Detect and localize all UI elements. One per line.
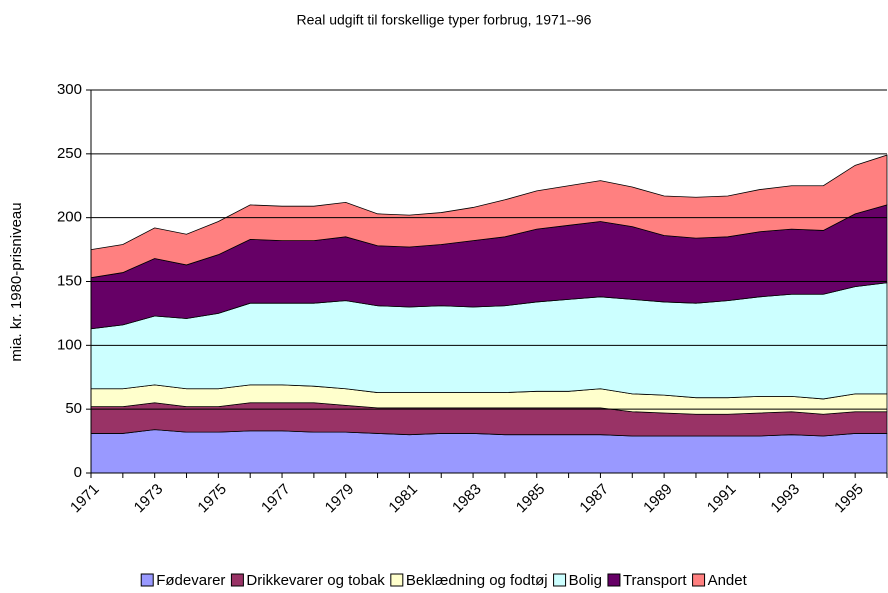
- legend-swatch: [140, 573, 154, 587]
- x-tick-label: 1991: [704, 481, 740, 517]
- x-tick-label: 1973: [131, 481, 167, 517]
- y-tick-label: 250: [57, 145, 82, 162]
- legend-swatch: [230, 573, 244, 587]
- y-tick-label: 50: [65, 400, 82, 417]
- y-axis-label: mia. kr. 1980-prisniveau: [8, 202, 25, 361]
- x-tick-label: 1979: [322, 481, 358, 517]
- x-tick-label: 1981: [385, 481, 421, 517]
- x-tick-label: 1993: [767, 481, 803, 517]
- chart-title: Real udgift til forskellige typer forbru…: [297, 12, 592, 28]
- legend: Fødevarer Drikkevarer og tobak Beklædning …: [140, 572, 748, 589]
- x-tick-label: 1985: [513, 481, 549, 517]
- legend-swatch: [692, 573, 706, 587]
- legend-label: Drikkevarer og tobak: [246, 572, 385, 589]
- area: [90, 154, 888, 279]
- x-tick-label: 1975: [194, 481, 230, 517]
- x-tick-label: 1995: [831, 481, 867, 517]
- legend-label: Bolig: [569, 572, 602, 589]
- legend-label: Andet: [708, 572, 748, 589]
- areas: [90, 154, 888, 474]
- x-tick-label: 1983: [449, 481, 485, 517]
- y-tick-label: 150: [57, 272, 82, 289]
- y-tick-label: 300: [57, 81, 82, 98]
- y-tick-label: 100: [57, 336, 82, 353]
- legend-label: Fødevarer: [156, 572, 225, 589]
- area: [90, 429, 888, 474]
- x-tick-label: 1987: [576, 481, 612, 517]
- y-tick-label: 200: [57, 209, 82, 226]
- legend-swatch: [390, 573, 404, 587]
- legend-swatch: [553, 573, 567, 587]
- x-tick-label: 1989: [640, 481, 676, 517]
- y-tick-label: 0: [74, 464, 82, 481]
- x-tick-label: 1977: [258, 481, 294, 517]
- legend-swatch: [607, 573, 621, 587]
- x-tick-label: 1971: [67, 481, 103, 517]
- legend-label: Beklædning og fodtøj: [406, 572, 548, 589]
- legend-label: Transport: [623, 572, 687, 589]
